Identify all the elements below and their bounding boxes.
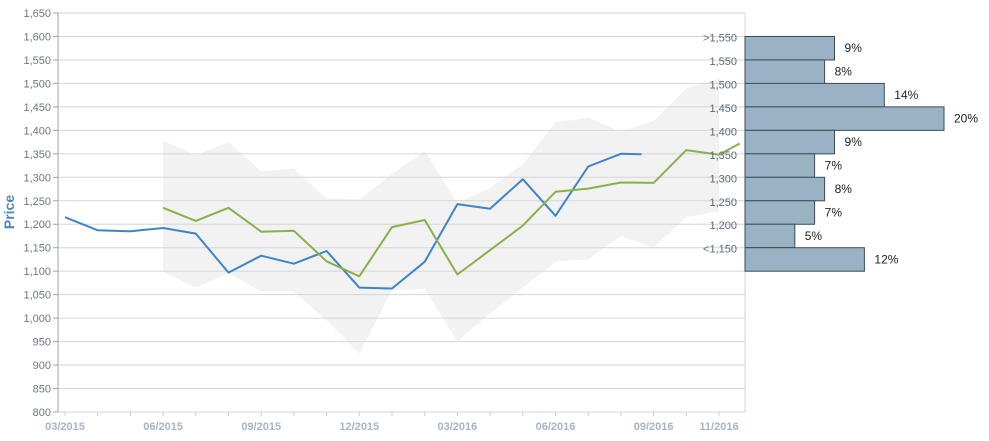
- y-tick-label: 1,200: [23, 219, 51, 231]
- histogram-value-label: 9%: [845, 135, 863, 149]
- y-tick-label: 1,050: [23, 290, 51, 302]
- y-tick-label: 1,350: [23, 149, 51, 161]
- y-tick-label: 1,300: [23, 172, 51, 184]
- y-tick-label: 1,500: [23, 78, 51, 90]
- histogram-bar: [744, 106, 945, 131]
- series-layer: [64, 142, 741, 290]
- y-tick-label: 1,600: [23, 31, 51, 43]
- y-tick-label: 1,400: [23, 125, 51, 137]
- x-axis-ticks: 03/2015 06/2015 09/2015 12/2015 03/2016 06/20…: [45, 412, 739, 433]
- x-tick-label: 12/2015: [339, 421, 379, 433]
- histogram-bin-label: >1,550: [703, 32, 737, 44]
- histogram-bin-label: 1,500: [709, 79, 737, 91]
- y-tick-label: 1,650: [23, 8, 51, 20]
- y-tick-label: 800: [33, 407, 51, 419]
- histogram-value-label: 8%: [835, 182, 853, 196]
- histogram-bin-label: 1,400: [709, 126, 737, 138]
- x-tick-label: 06/2015: [143, 421, 183, 433]
- histogram-bar: [744, 200, 816, 225]
- x-tick-label: 03/2015: [45, 421, 85, 433]
- x-tick-label: 09/2015: [241, 421, 281, 433]
- x-tick-label: 03/2016: [438, 421, 478, 433]
- histogram-bin-label: 1,300: [709, 173, 737, 185]
- y-tick-label: 1,000: [23, 313, 51, 325]
- y-tick-label: 1,550: [23, 55, 51, 67]
- x-tick-label: 11/2016: [699, 421, 738, 433]
- histogram-bin-label: <1,150: [703, 244, 737, 256]
- gridlines: [57, 12, 746, 413]
- y-tick-label: 1,450: [23, 102, 51, 114]
- forecast-band-layer: [163, 78, 720, 354]
- histogram-value-label: 20%: [954, 112, 978, 126]
- histogram-bin-label: 1,250: [709, 197, 737, 209]
- histogram-value-label: 7%: [825, 206, 843, 220]
- x-tick-label: 06/2016: [536, 421, 576, 433]
- distribution-histogram: >1,550 9% 1,550 8% 1,500 14% 1,450 20% 1,400 9% 1,…: [703, 32, 978, 272]
- x-tick-label: 09/2016: [634, 421, 674, 433]
- histogram-value-label: 7%: [825, 159, 843, 173]
- y-tick-label: 900: [33, 360, 51, 372]
- y-axis-title: Price: [1, 195, 17, 229]
- y-tick-label: 1,150: [23, 243, 51, 255]
- histogram-value-label: 9%: [845, 41, 863, 55]
- y-tick-label: 850: [33, 384, 51, 396]
- histogram-bar: [744, 247, 865, 272]
- histogram-bar: [744, 223, 796, 249]
- series-line-2: [162, 142, 741, 278]
- histogram-value-label: 14%: [894, 88, 918, 102]
- histogram-bar: [744, 82, 885, 108]
- histogram-bin-label: 1,350: [709, 150, 737, 162]
- histogram-bar: [744, 153, 816, 178]
- series-line-1: [64, 152, 642, 290]
- histogram-bin-label: 1,550: [709, 56, 737, 68]
- histogram-value-label: 5%: [805, 229, 823, 243]
- histogram-value-label: 12%: [874, 252, 898, 266]
- histogram-bar: [744, 59, 826, 84]
- histogram-bar: [744, 35, 835, 61]
- forecast-band: [163, 78, 720, 354]
- y-tick-label: 1,100: [23, 266, 51, 278]
- y-axis-ticks: 800 850 900 950 1,000 1,050 1,100 1,150 1,200 1,2…: [23, 8, 58, 419]
- histogram-bar: [744, 176, 826, 202]
- histogram-bar: [744, 129, 835, 155]
- histogram-bin-label: 1,450: [709, 103, 737, 115]
- y-tick-label: 1,250: [23, 196, 51, 208]
- y-tick-label: 950: [33, 337, 51, 349]
- histogram-value-label: 8%: [835, 65, 853, 79]
- histogram-bin-label: 1,200: [709, 220, 737, 232]
